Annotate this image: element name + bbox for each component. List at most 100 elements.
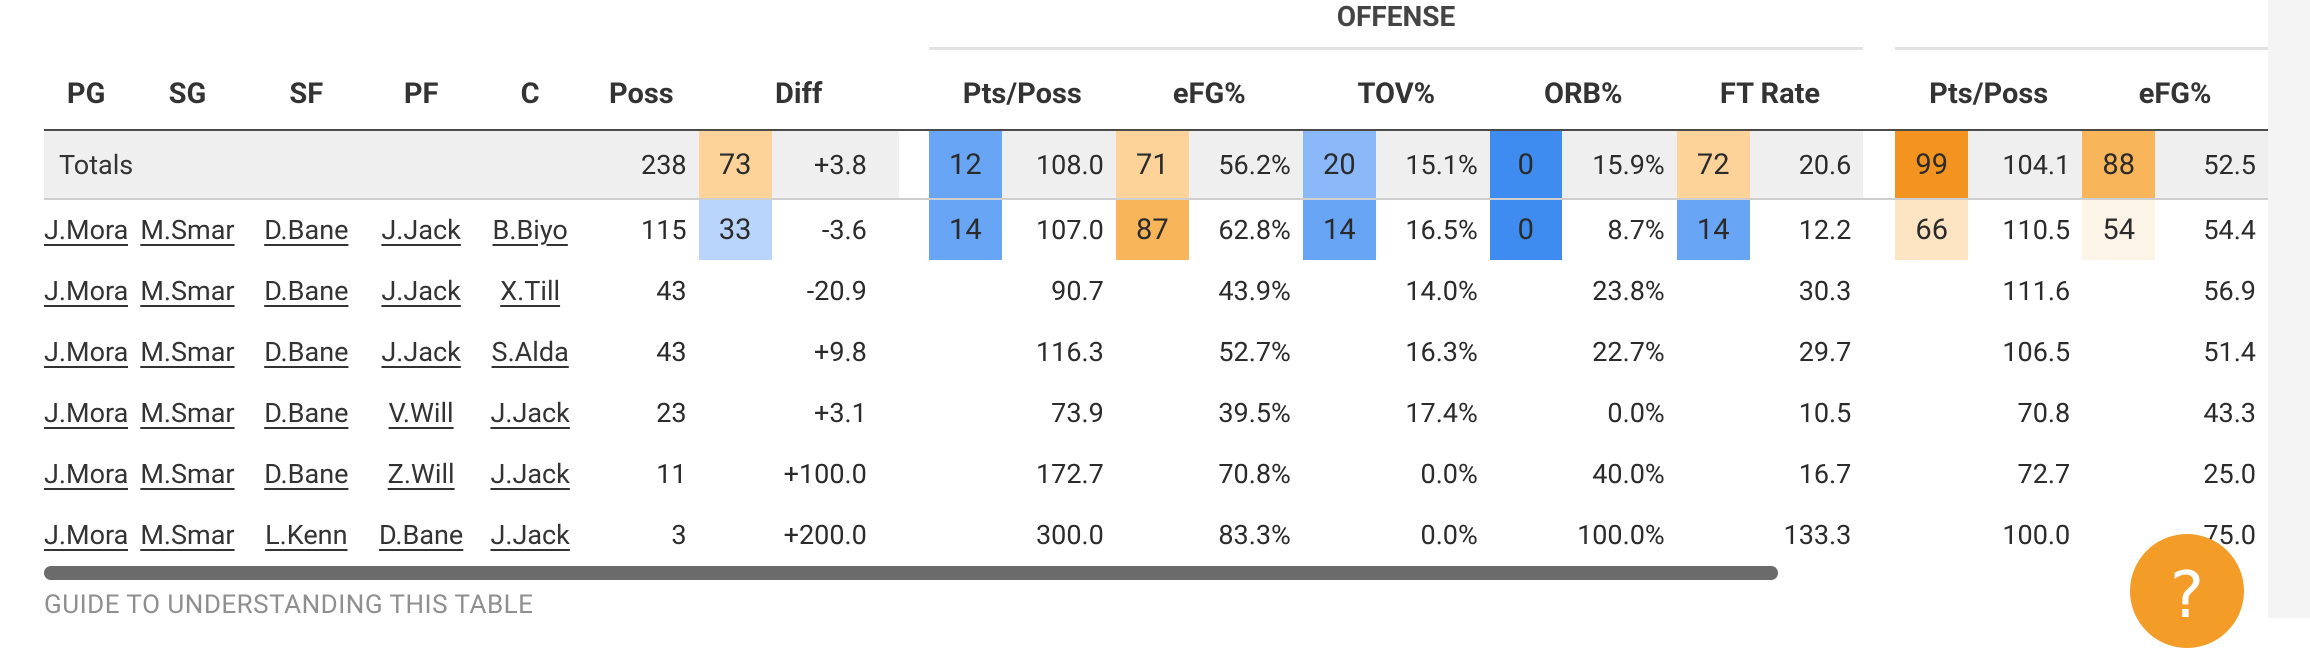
row-orb: 0.0% (1607, 396, 1665, 429)
player-link[interactable]: J.Jack (490, 396, 570, 429)
table-row: J.Mora M.Smar D.Bane J.Jack S.Alda 43 +9… (44, 321, 2268, 382)
row-poss: 115 (641, 214, 687, 246)
player-link[interactable]: D.Bane (264, 396, 349, 429)
col-header-c[interactable]: C (476, 58, 585, 131)
totals-def-pts-poss: 104.1 (1968, 130, 2083, 200)
help-button[interactable]: ? (2130, 534, 2244, 648)
col-header-poss[interactable]: Poss (584, 58, 699, 131)
col-header-gap (1863, 58, 1896, 131)
player-link[interactable]: J.Mora (44, 518, 129, 551)
totals-def-efg: 52.5 (2155, 130, 2268, 200)
col-header-pf[interactable]: PF (366, 58, 477, 131)
row-gap (898, 504, 929, 565)
player-link[interactable]: D.Bane (379, 518, 464, 551)
totals-efg-rank: 71 (1115, 130, 1189, 200)
totals-gap (1863, 130, 1896, 200)
player-sg: M.Smar (128, 321, 246, 382)
row-pts-poss-rank (929, 504, 1002, 565)
player-link[interactable]: J.Mora (44, 274, 129, 307)
row-poss: 43 (656, 274, 687, 307)
col-header-orb[interactable]: ORB% (1489, 58, 1677, 131)
player-link[interactable]: J.Mora (44, 457, 129, 490)
row-efg: 83.3% (1218, 518, 1291, 551)
player-link[interactable]: M.Smar (140, 274, 235, 307)
row-orb: 22.7% (1592, 335, 1665, 368)
row-tov: 0.0% (1420, 518, 1478, 551)
player-link[interactable]: J.Mora (44, 396, 129, 429)
player-sf: D.Bane (247, 260, 366, 321)
player-link[interactable]: L.Kenn (265, 518, 348, 551)
col-header-tov[interactable]: TOV% (1302, 58, 1490, 131)
player-link[interactable]: M.Smar (140, 335, 235, 368)
player-link[interactable]: D.Bane (264, 457, 349, 490)
row-diff: -20.9 (806, 274, 867, 307)
row-def-efg: 56.9 (2203, 274, 2256, 307)
player-link[interactable]: J.Jack (381, 274, 461, 307)
player-link[interactable]: X.Till (500, 274, 561, 307)
offense-group-underline (928, 47, 1864, 50)
row-tov-rank (1303, 321, 1376, 382)
player-link[interactable]: J.Jack (490, 457, 570, 490)
row-efg: 39.5% (1218, 396, 1291, 429)
col-header-pg[interactable]: PG (44, 58, 129, 131)
row-ft-rate-rank (1677, 321, 1750, 382)
col-header-def-pts-poss[interactable]: Pts/Poss (1895, 58, 2083, 131)
row-tov: 16.5% (1405, 214, 1478, 246)
row-gap (1863, 504, 1896, 565)
player-c: J.Jack (476, 443, 584, 504)
player-link[interactable]: J.Jack (381, 335, 461, 368)
player-link[interactable]: M.Smar (140, 214, 235, 246)
col-header-efg[interactable]: eFG% (1115, 58, 1303, 131)
col-header-def-efg[interactable]: eFG% (2082, 58, 2268, 131)
table-row: J.Mora M.Smar D.Bane Z.Will J.Jack 11 +1… (44, 443, 2268, 504)
table-row: J.Mora M.Smar D.Bane J.Jack X.Till 43 -2… (44, 260, 2268, 321)
player-link[interactable]: B.Biyo (492, 214, 568, 246)
col-header-sg[interactable]: SG (128, 58, 247, 131)
table-row: J.Mora M.Smar L.Kenn D.Bane J.Jack 3 +20… (44, 504, 2268, 565)
group-header-row: OFFENSE (44, 0, 2268, 58)
row-tov: 14.0% (1405, 274, 1478, 307)
player-pf: D.Bane (366, 504, 476, 565)
col-header-sf[interactable]: SF (246, 58, 367, 131)
player-link[interactable]: D.Bane (264, 335, 349, 368)
row-diff: +100.0 (783, 457, 867, 490)
row-orb-rank (1490, 443, 1562, 504)
player-link[interactable]: V.Will (388, 396, 454, 429)
table-row: J.Mora M.Smar D.Bane J.Jack B.Biyo 115 3… (44, 199, 2268, 260)
col-header-pts-poss[interactable]: Pts/Poss (928, 58, 1116, 131)
player-link[interactable]: D.Bane (264, 214, 349, 246)
totals-label: Totals (44, 130, 585, 200)
player-sf: L.Kenn (247, 504, 366, 565)
col-header-ft-rate[interactable]: FT Rate (1676, 58, 1864, 131)
row-def-pts-poss-rank (1895, 504, 1968, 565)
player-link[interactable]: J.Jack (381, 214, 461, 246)
player-link[interactable]: M.Smar (140, 518, 235, 551)
totals-tov: 15.1% (1375, 130, 1490, 200)
row-poss: 43 (656, 335, 687, 368)
player-pf: Z.Will (366, 443, 476, 504)
player-link[interactable]: Z.Will (387, 457, 455, 490)
totals-efg: 56.2% (1188, 130, 1303, 200)
player-link[interactable]: M.Smar (140, 396, 235, 429)
guide-link[interactable]: GUIDE TO UNDERSTANDING THIS TABLE (44, 590, 534, 618)
row-gap (1863, 260, 1896, 321)
player-link[interactable]: M.Smar (140, 457, 235, 490)
row-ft-rate-rank (1677, 504, 1750, 565)
player-link[interactable]: J.Mora (44, 214, 129, 246)
row-def-efg-rank: 54 (2082, 199, 2156, 260)
col-header-diff[interactable]: Diff (698, 58, 899, 131)
player-link[interactable]: S.Alda (491, 335, 569, 368)
row-def-pts-poss: 106.5 (2002, 335, 2071, 368)
row-efg-rank (1116, 321, 1189, 382)
player-pf: J.Jack (366, 321, 476, 382)
scrollbar-thumb[interactable] (44, 566, 1778, 580)
horizontal-scrollbar[interactable] (44, 566, 1778, 580)
column-header-row: PG SG SF PF C Poss Diff Pts/Poss eFG% TO… (44, 58, 2268, 131)
lineup-table: OFFENSE PG SG SF PF C (44, 0, 2268, 565)
player-link[interactable]: D.Bane (264, 274, 349, 307)
player-link[interactable]: J.Mora (44, 335, 129, 368)
totals-ft-rate-rank: 72 (1676, 130, 1750, 200)
table-viewport[interactable]: OFFENSE PG SG SF PF C (0, 0, 2268, 618)
player-link[interactable]: J.Jack (490, 518, 570, 551)
